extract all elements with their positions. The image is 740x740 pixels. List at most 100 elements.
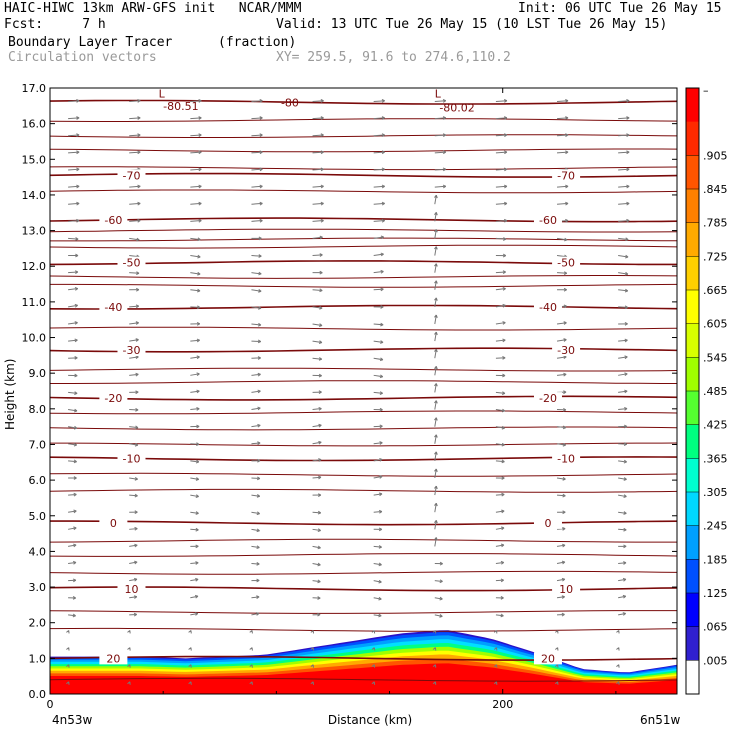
vector-arrow: [129, 356, 139, 359]
vector-arrow: [312, 117, 324, 120]
isotherm-line: [50, 488, 677, 493]
vector-arrowhead: [198, 99, 202, 103]
isotherm-label: 10: [559, 583, 573, 596]
vector-arrow: [190, 356, 200, 359]
vector-arrowhead: [434, 297, 438, 301]
vector-arrowhead: [249, 681, 253, 685]
colorbar-label: .365: [703, 452, 728, 465]
vector-arrow: [434, 597, 443, 600]
vector-arrowhead: [259, 116, 263, 120]
colorbar-label: .605: [703, 318, 728, 331]
vector-arrowhead: [626, 133, 630, 138]
vector-arrow: [434, 417, 437, 427]
isotherm-label: -20: [539, 392, 557, 405]
vector-arrowhead: [256, 578, 260, 583]
vector-arrow: [618, 306, 628, 308]
vector-arrowhead: [616, 664, 620, 668]
vector-arrow: [312, 254, 323, 257]
vector-arrowhead: [72, 578, 77, 583]
vector-arrowhead: [257, 423, 261, 428]
vector-arrowhead: [500, 578, 504, 583]
valid-time: Valid: 13 UTC Tue 26 May 15 (10 LST Tue …: [276, 17, 668, 32]
vector-arrowhead: [318, 475, 322, 480]
vector-arrow: [68, 614, 76, 617]
vector-arrowhead: [622, 594, 627, 599]
vector-arrow: [251, 289, 262, 292]
isotherm-line: [50, 426, 677, 431]
vector-arrowhead: [259, 201, 263, 206]
vector-arrow: [556, 151, 569, 154]
vector-arrow: [251, 134, 263, 137]
vector-arrowhead: [256, 545, 260, 550]
vector-arrow: [618, 272, 629, 275]
vector-arrow: [68, 151, 80, 154]
vector-arrow: [373, 391, 383, 394]
vector-arrowhead: [565, 99, 569, 103]
vector-arrow: [495, 561, 504, 565]
vector-arrowhead: [135, 425, 139, 430]
vector-arrowhead: [135, 321, 139, 325]
vector-arrowhead: [623, 494, 627, 498]
vector-arrow: [251, 272, 262, 275]
vector-arrowhead: [561, 560, 566, 565]
vector-arrow: [129, 305, 139, 308]
colorbar-label: .905: [703, 149, 728, 162]
vector-arrow: [618, 511, 627, 514]
vector-arrowhead: [76, 150, 80, 155]
vector-arrowhead: [73, 476, 77, 480]
vector-arrow: [373, 476, 383, 479]
vector-arrow: [373, 580, 382, 583]
vector-arrowhead: [137, 184, 141, 189]
vector-arrowhead: [379, 475, 383, 479]
vector-arrow: [618, 134, 630, 137]
vector-arrow: [312, 528, 321, 532]
vector-arrow: [312, 340, 322, 343]
isotherm-line-labeled: [50, 99, 677, 105]
vector-arrow: [312, 220, 324, 222]
vector-arrow: [495, 614, 504, 617]
vector-arrow: [434, 468, 437, 479]
vector-label: Circulation vectors: [8, 50, 157, 65]
isotherm-layer: [50, 99, 677, 682]
vector-arrow: [618, 220, 630, 222]
vector-arrow: [373, 117, 385, 120]
x-left-endpoint: 4n53w: [52, 713, 93, 727]
vector-arrow: [190, 373, 200, 376]
vector-arrow: [251, 373, 261, 376]
vector-arrowhead: [319, 235, 323, 240]
vector-arrowhead: [626, 116, 630, 120]
vector-arrow: [556, 561, 565, 565]
isotherm-label-bg: [552, 452, 581, 465]
colorbar-label: .305: [703, 486, 728, 499]
vector-arrow: [434, 383, 437, 393]
x-right-endpoint: 6n51w: [640, 713, 681, 727]
vector-arrowhead: [127, 630, 131, 634]
vector-arrow: [434, 185, 446, 188]
vector-arrowhead: [501, 509, 505, 514]
vector-arrow: [618, 356, 628, 359]
vector-arrow: [495, 409, 505, 412]
vector-arrow: [251, 545, 260, 549]
vector-arrowhead: [196, 321, 201, 326]
colorbar-label: .005: [703, 654, 728, 667]
vector-arrow: [129, 373, 139, 376]
vector-arrow: [434, 451, 437, 461]
vector-arrow: [618, 255, 629, 258]
vector-arrowhead: [381, 150, 385, 155]
vector-arrow: [618, 528, 627, 531]
vector-arrowhead: [76, 218, 80, 223]
vector-arrowhead: [442, 133, 447, 138]
vector-arrowhead: [188, 664, 192, 668]
vector-arrowhead: [249, 647, 253, 651]
vector-arrow: [618, 477, 627, 480]
vector-arrowhead: [76, 116, 80, 120]
y-tick-label: 9.0: [29, 367, 47, 380]
vector-arrow: [312, 563, 321, 566]
vector-arrow: [495, 220, 507, 222]
vector-arrow: [434, 151, 446, 154]
vector-arrowhead: [137, 116, 141, 120]
vector-arrow: [129, 151, 141, 154]
vector-arrow: [251, 168, 263, 171]
isotherm-label-bg: [552, 169, 581, 182]
vector-arrowhead: [136, 271, 140, 275]
